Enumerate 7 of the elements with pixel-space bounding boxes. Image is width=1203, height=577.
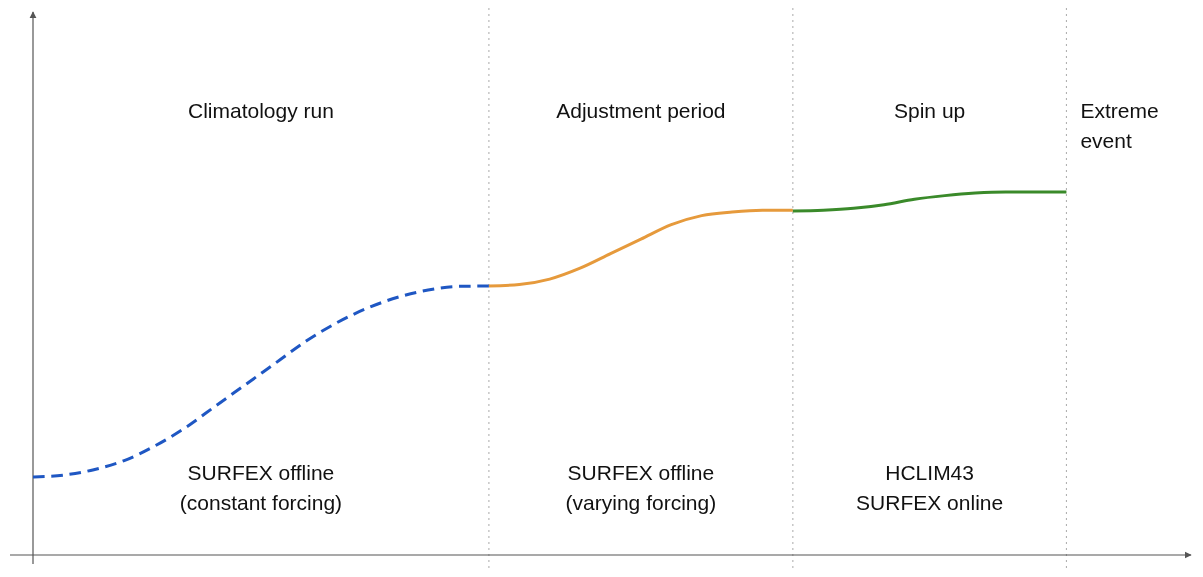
annotation: SURFEX offline (varying forcing) — [565, 461, 717, 514]
text: Adjustment period — [556, 99, 726, 122]
annotation: SURFEX offline (constant forcing) — [179, 461, 343, 514]
annotation: HCLIM43 SURFEX online — [856, 461, 1004, 514]
text: Extreme event — [1080, 99, 1159, 152]
text: Spin up — [894, 99, 966, 122]
text: Climatology run — [188, 99, 334, 122]
